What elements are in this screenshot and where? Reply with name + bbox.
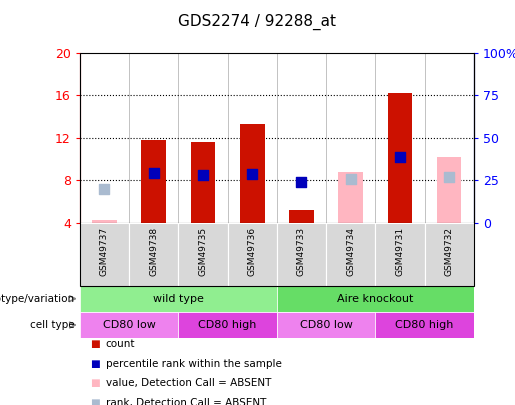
Point <box>199 172 207 178</box>
Bar <box>375 312 474 338</box>
Point <box>347 176 355 182</box>
Bar <box>129 223 178 286</box>
Text: rank, Detection Call = ABSENT: rank, Detection Call = ABSENT <box>106 398 266 405</box>
Text: ■: ■ <box>90 339 100 349</box>
Bar <box>326 223 375 286</box>
Text: GDS2274 / 92288_at: GDS2274 / 92288_at <box>179 14 336 30</box>
Bar <box>80 223 129 286</box>
Text: wild type: wild type <box>153 294 204 304</box>
Text: CD80 high: CD80 high <box>198 320 257 330</box>
Bar <box>437 157 461 223</box>
Text: value, Detection Call = ABSENT: value, Detection Call = ABSENT <box>106 378 271 388</box>
Bar <box>388 93 412 223</box>
Text: count: count <box>106 339 135 349</box>
Text: GSM49734: GSM49734 <box>346 227 355 276</box>
Bar <box>240 124 265 223</box>
Text: GSM49735: GSM49735 <box>198 227 208 276</box>
Point <box>297 179 305 185</box>
Text: CD80 low: CD80 low <box>300 320 352 330</box>
Text: percentile rank within the sample: percentile rank within the sample <box>106 359 282 369</box>
Text: GSM49731: GSM49731 <box>396 227 404 276</box>
Bar <box>92 220 117 223</box>
Bar <box>277 286 474 312</box>
Bar <box>424 223 474 286</box>
Bar <box>228 223 277 286</box>
Text: ■: ■ <box>90 359 100 369</box>
Bar <box>289 210 314 223</box>
Text: CD80 high: CD80 high <box>396 320 454 330</box>
Bar <box>178 223 228 286</box>
Point <box>248 171 256 177</box>
Text: CD80 low: CD80 low <box>102 320 156 330</box>
Text: genotype/variation: genotype/variation <box>0 294 75 304</box>
Bar <box>375 223 424 286</box>
Text: GSM49733: GSM49733 <box>297 227 306 276</box>
Bar <box>178 312 277 338</box>
Bar <box>277 312 375 338</box>
Point <box>100 185 109 192</box>
Text: GSM49732: GSM49732 <box>444 227 454 276</box>
Bar <box>80 312 178 338</box>
Text: cell type: cell type <box>30 320 75 330</box>
Text: GSM49738: GSM49738 <box>149 227 158 276</box>
Bar <box>338 172 363 223</box>
Text: ■: ■ <box>90 378 100 388</box>
Text: ■: ■ <box>90 398 100 405</box>
Point <box>149 170 158 176</box>
Point <box>445 174 453 180</box>
Bar <box>142 140 166 223</box>
Text: Aire knockout: Aire knockout <box>337 294 414 304</box>
Text: GSM49736: GSM49736 <box>248 227 256 276</box>
Text: GSM49737: GSM49737 <box>100 227 109 276</box>
Point <box>396 153 404 160</box>
Bar <box>80 286 277 312</box>
Bar <box>277 223 326 286</box>
Bar <box>191 142 215 223</box>
